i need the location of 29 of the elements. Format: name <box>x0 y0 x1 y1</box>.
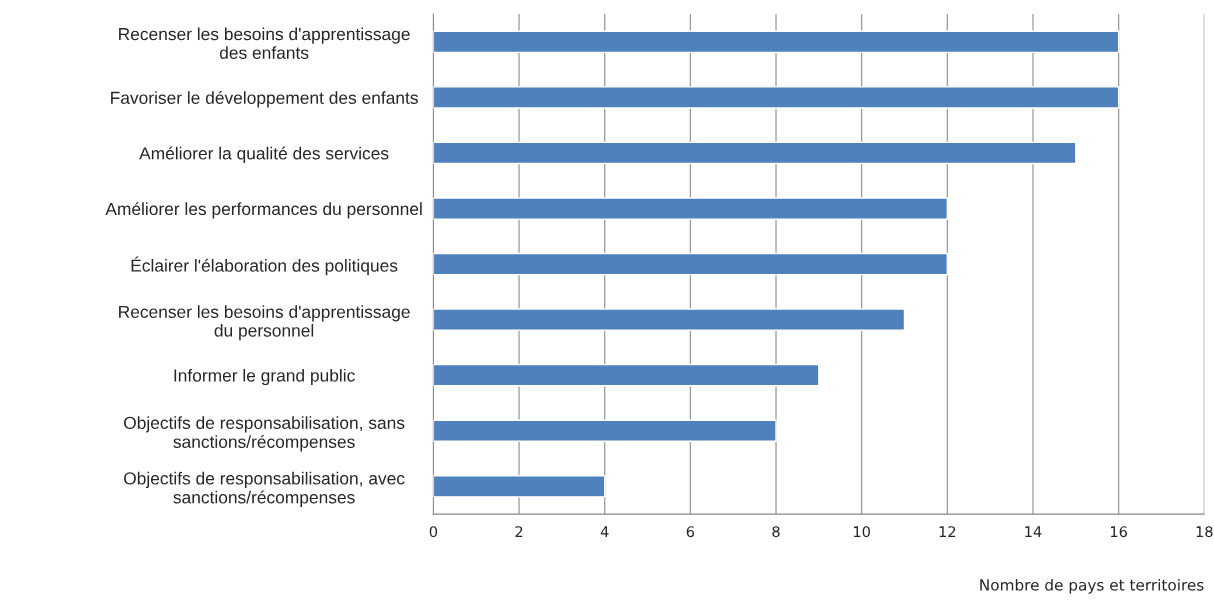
y-tick-label: Recenser les besoins d'apprentissage du personnel <box>119 305 410 341</box>
y-tick-label: Objectifs de responsabilisation, sans sanctions/récompenses <box>124 416 405 452</box>
bar <box>433 197 949 220</box>
x-tick-label: 14 <box>1025 526 1042 537</box>
x-axis-title: Nombre de pays et territoires <box>980 578 1204 594</box>
x-tick-label: 6 <box>686 526 695 538</box>
bar <box>433 363 820 387</box>
y-tick-label: Améliorer les performances du personnel <box>105 202 422 219</box>
y-tick-label: Objectifs de responsabilisation, avec sanctions/récompenses <box>124 471 405 507</box>
y-tick-label: Informer le grand public <box>174 368 355 386</box>
bar <box>433 252 949 276</box>
bar <box>433 475 606 498</box>
y-tick-label: Favoriser le développement des enfants <box>111 91 418 108</box>
x-tick-label: 4 <box>600 526 609 537</box>
y-tick-label: Recenser les besoins d'apprentissage des enfants <box>119 27 410 59</box>
x-tick-label: 18 <box>1196 526 1213 538</box>
bar <box>433 86 1120 109</box>
bar <box>433 141 1077 165</box>
y-tick-label: Éclairer l'élaboration des politiques <box>131 256 398 276</box>
x-tick-label: 8 <box>772 526 780 538</box>
x-tick-label: 10 <box>853 526 870 538</box>
x-tick-label: 12 <box>939 526 956 537</box>
x-tick-label: 0 <box>429 526 438 538</box>
bar <box>433 419 777 442</box>
bar <box>433 30 1120 54</box>
y-tick-label: Améliorer la qualité des services <box>139 146 389 163</box>
bar <box>433 308 906 331</box>
x-tick-label: 2 <box>515 526 523 537</box>
x-tick-label: 16 <box>1110 526 1127 538</box>
